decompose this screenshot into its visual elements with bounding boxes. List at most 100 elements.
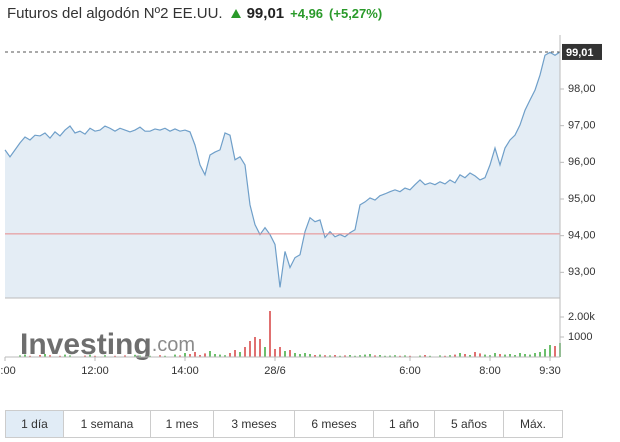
volume-bar [294,353,296,357]
volume-bar [289,350,291,357]
volume-bar [174,354,176,357]
volume-bar [469,355,471,357]
volume-bar [49,355,51,357]
volume-bar [504,354,506,357]
volume-bar [209,351,211,357]
volume-bar [309,354,311,357]
volume-bar [494,353,496,357]
volume-bar [489,355,491,357]
y-tick-label: 95,00 [568,193,596,205]
volume-bar [139,355,141,357]
volume-bar [134,354,136,357]
volume-bar [199,355,201,357]
range-button[interactable]: 5 años [434,410,504,438]
x-tick-label: 8:00 [479,365,500,377]
x-tick-label: 12:00 [81,365,109,377]
volume-bar [369,354,371,357]
volume-bar [319,354,321,357]
volume-bar [349,355,351,357]
range-button[interactable]: 1 mes [150,410,214,438]
volume-bar [194,352,196,357]
volume-bar [424,355,426,357]
volume-bar [179,355,181,357]
volume-bar [274,349,276,357]
volume-bar [454,354,456,357]
volume-bar [534,353,536,357]
volume-bar [554,346,556,357]
volume-bar [329,355,331,357]
volume-bar [244,347,246,357]
x-tick-label: 6:00 [399,365,420,377]
volume-bar [234,350,236,357]
volume-bar [254,337,256,357]
volume-bar [39,355,41,357]
volume-bar [124,355,126,357]
volume-bar [339,355,341,357]
volume-bar [389,355,391,357]
volume-bar [379,355,381,357]
x-tick-label: 28/6 [264,365,285,377]
volume-bar [299,354,301,357]
range-buttons: 1 día 1 semana 1 mes 3 meses 6 meses 1 año 5 a… [5,410,563,438]
last-price-box [562,43,602,60]
volume-bar [484,354,486,357]
volume-bar [164,355,166,357]
volume-bar [189,354,191,357]
up-arrow [230,9,241,18]
volume-bar [344,355,346,357]
range-button[interactable]: 1 año [373,410,435,438]
volume-bar [94,355,96,357]
volume-bar [384,355,386,357]
volume-bar [104,355,106,357]
title: Futuros del algodón Nº2 EE.UU. [7,5,223,22]
volume-bar [59,355,61,357]
range-button[interactable]: Máx. [503,410,563,438]
volume-bar [409,355,411,357]
volume-bar [259,339,261,357]
volume-bar [24,354,26,357]
volume-bar [354,355,356,357]
y2-tick-label: 2.00k [568,311,595,323]
range-button[interactable]: 1 día [5,410,64,438]
volume-bar [224,355,226,357]
volume-bar [114,355,116,357]
volume-bar [334,355,336,357]
volume-bar [549,345,551,357]
range-button[interactable]: 6 meses [294,410,374,438]
volume-bar [284,351,286,357]
header: Futuros del algodón Nº2 EE.UU. 99,01 +4,… [7,5,382,22]
volume-bar [479,353,481,357]
volume-bar [314,355,316,357]
y-tick-label: 96,00 [568,156,596,168]
x-tick-label: 9:30 [539,365,560,377]
last-price-label: 99,01 [566,47,594,59]
volume-bar [429,355,431,357]
y-tick-label: 97,00 [568,120,596,132]
volume-bar [459,353,461,357]
volume-bar [214,354,216,357]
volume-bar [204,353,206,357]
y2-tick-label: 1000 [568,331,592,343]
volume-bar [229,353,231,357]
volume-bar [84,355,86,357]
volume-bar [509,354,511,357]
volume-bar [474,352,476,357]
range-button[interactable]: 3 meses [213,410,295,438]
volume-bar [44,354,46,357]
last-price: 99,01 [246,5,285,22]
volume-bar [399,355,401,357]
y-tick-label: 93,00 [568,266,596,278]
volume-bar [544,349,546,357]
volume-bar [514,355,516,357]
range-button[interactable]: 1 semana [63,410,151,438]
volume-bar [269,311,271,357]
volume-bar [239,352,241,357]
chart: Investing.com 93,00 94,00 95,00 96,00 97,00 98… [0,35,602,377]
volume-bar [364,354,366,357]
area-fill [5,51,560,298]
volume-bar [89,354,91,357]
volume-bar [394,355,396,357]
volume-bar [449,355,451,357]
volume-bar [184,353,186,357]
